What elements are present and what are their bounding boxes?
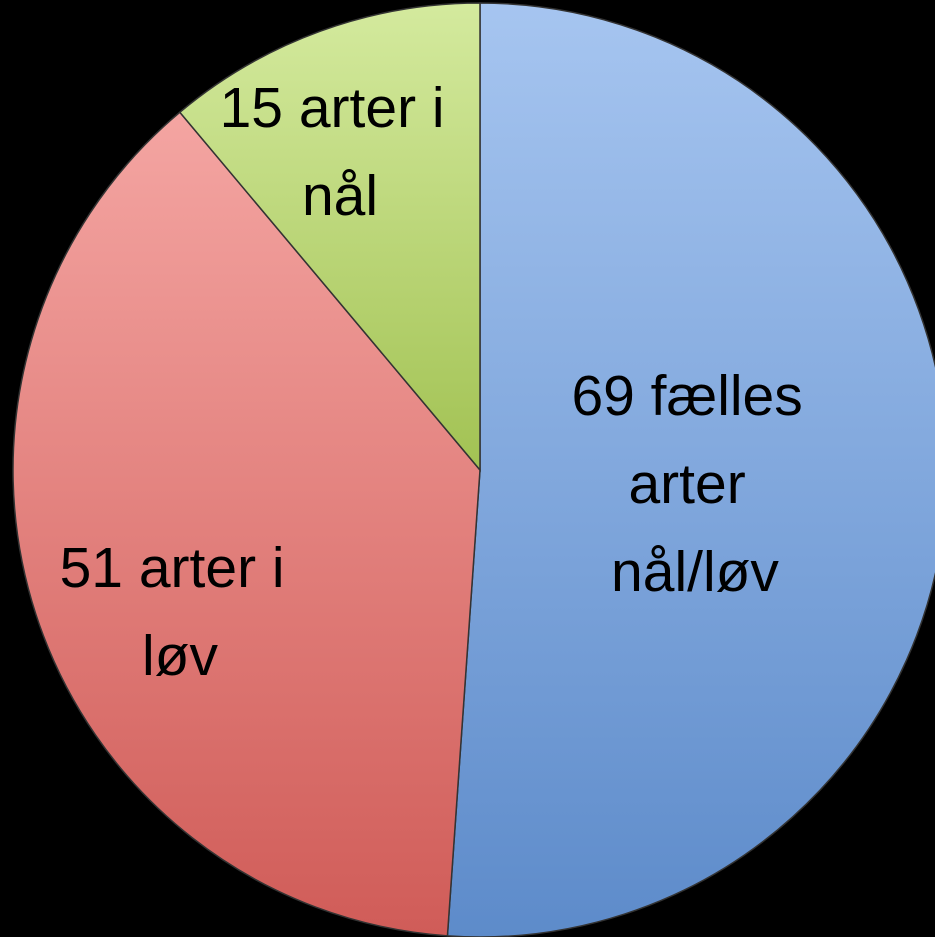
pie-slice [178, 2, 481, 473]
pie-slice [12, 111, 481, 937]
pie-slice [446, 2, 935, 937]
slice-label: 69 fælles arter nål/løv [571, 364, 818, 604]
slice-label: 15 arter i nål [220, 76, 461, 228]
slice-label: 51 arter i løv [60, 536, 301, 688]
